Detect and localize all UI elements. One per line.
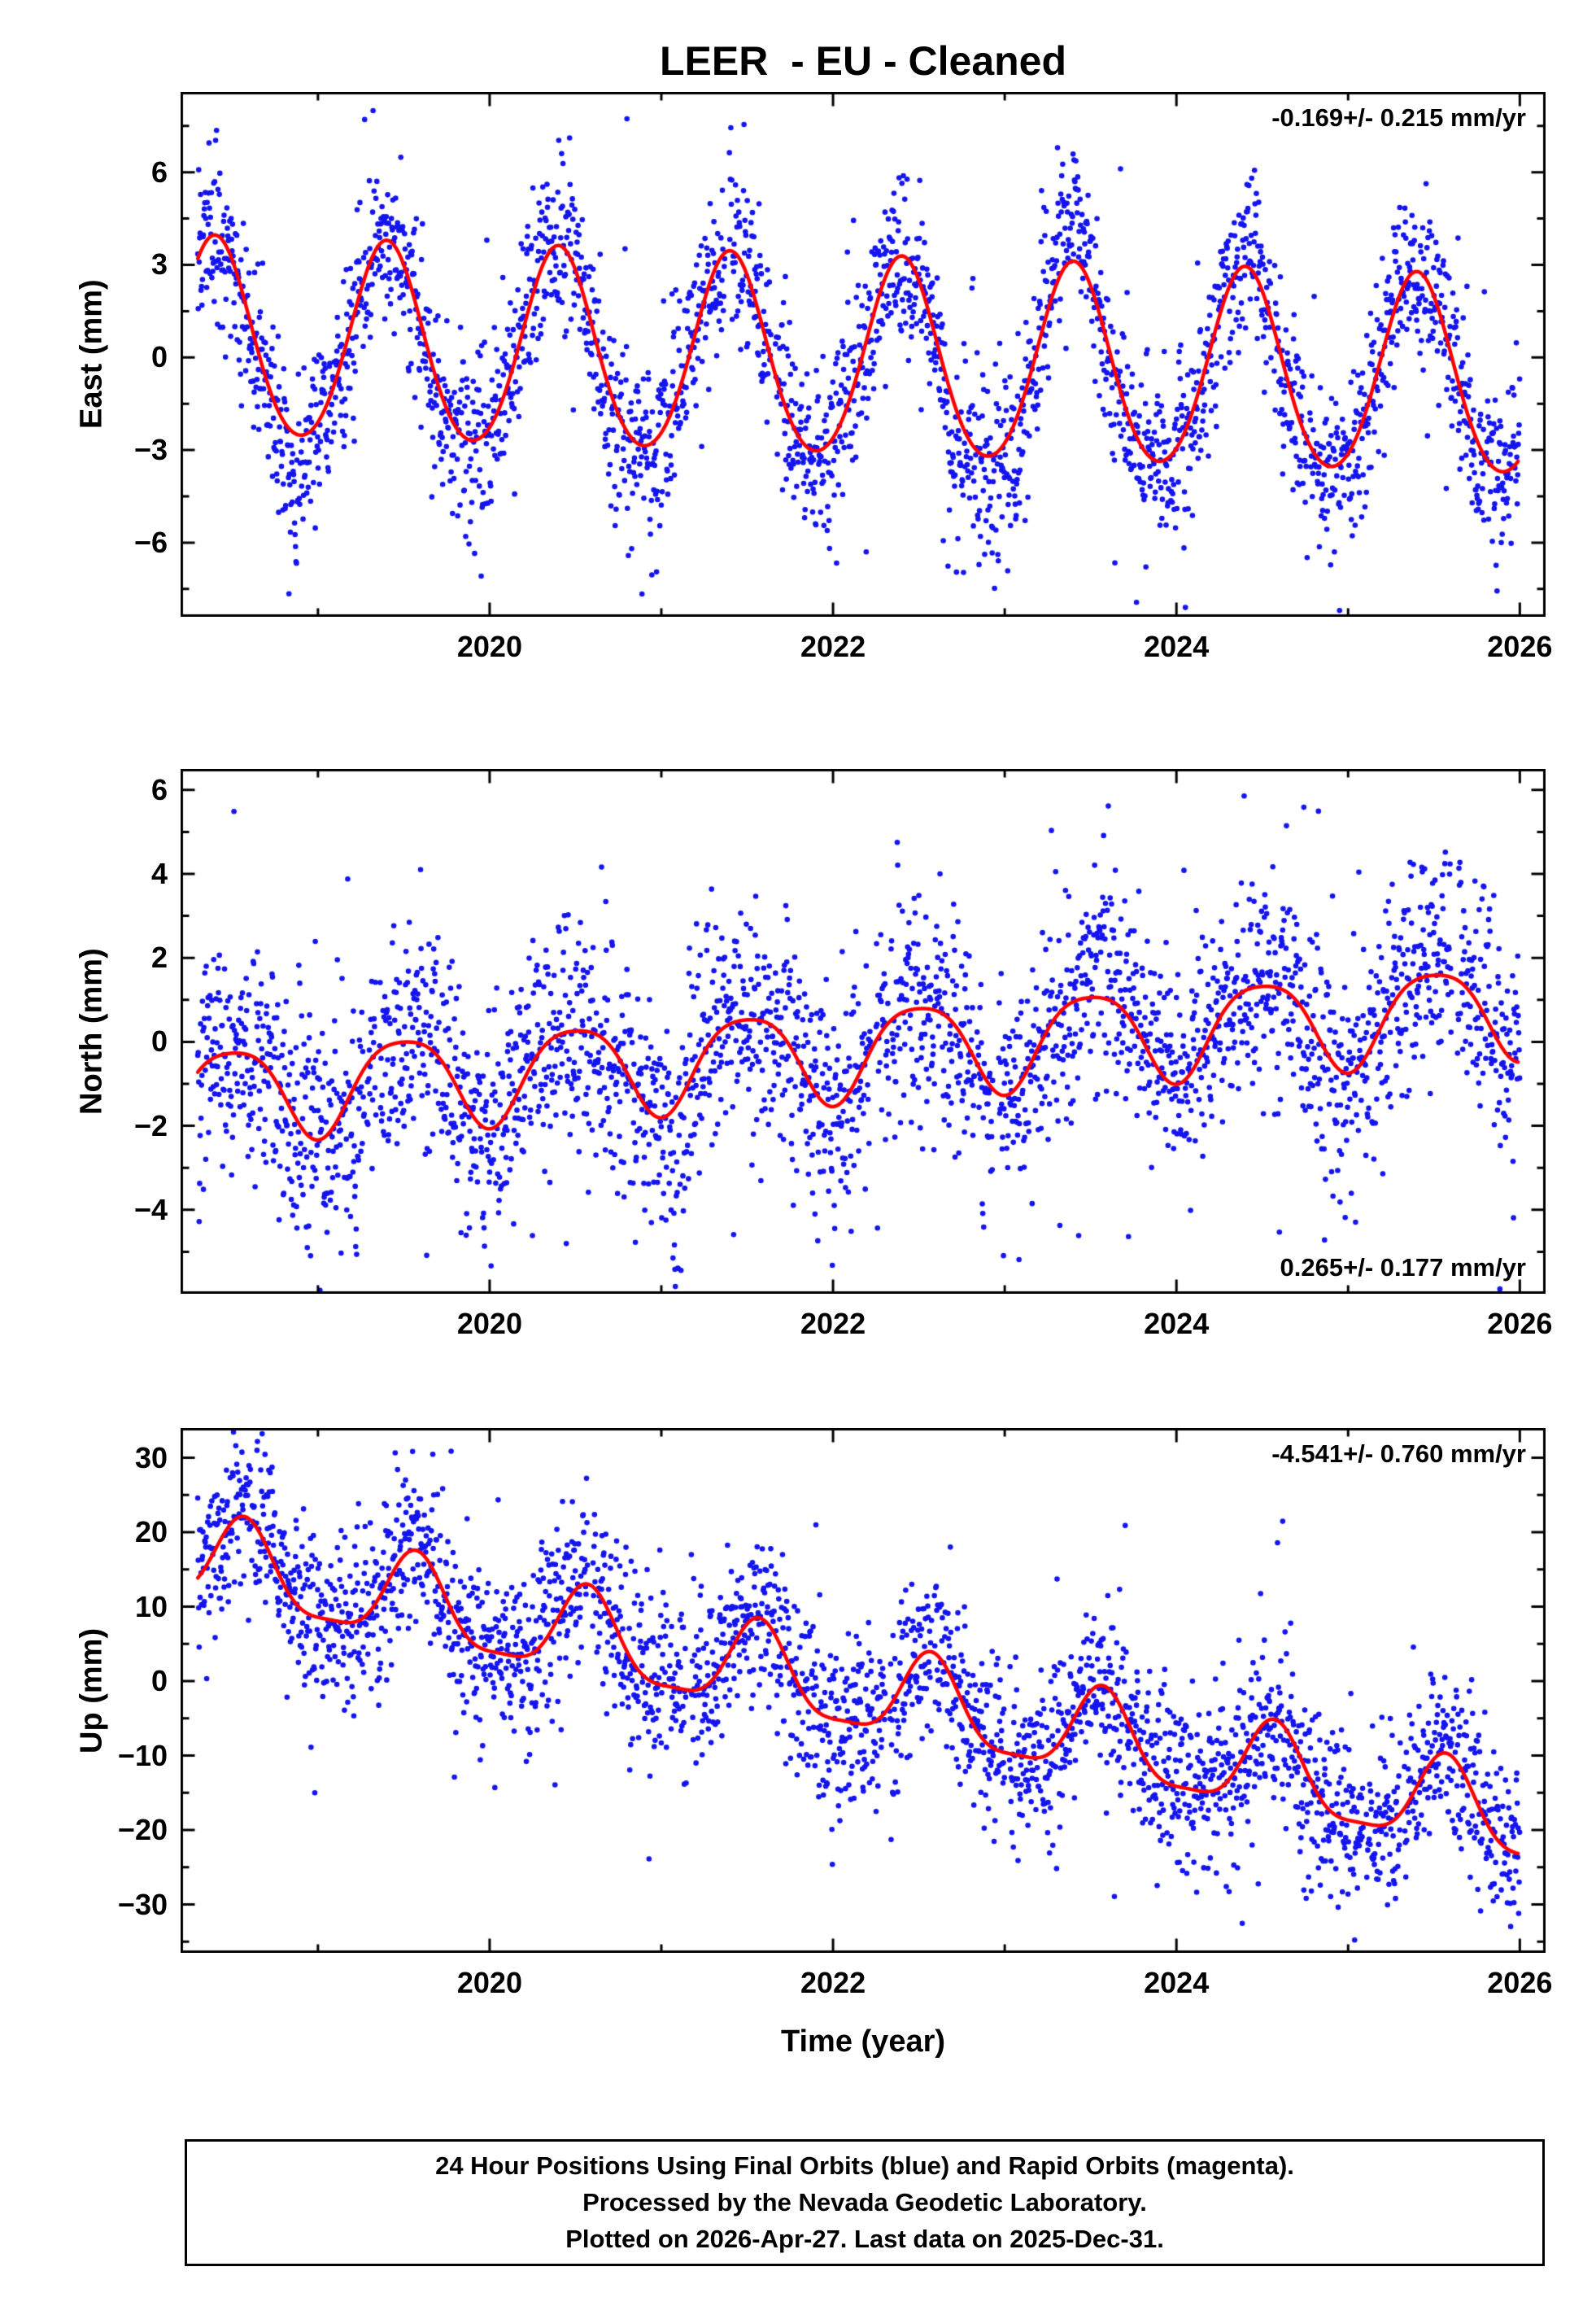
y-tick-label: 0 [150,1024,168,1059]
footer-line-1: 24 Hour Positions Using Final Orbits (bl… [435,2151,1294,2180]
panel-up: Up (mm) -4.541+/- 0.760 mm/yr −30 −20 −10 0… [75,1428,1552,1999]
north-rate-annotation: 0.265+/- 0.177 mm/yr [1280,1253,1526,1282]
x-tick-label: 2026 [1487,1307,1553,1340]
y-tick-label: 20 [134,1515,168,1549]
y-tick-label: 2 [150,941,168,975]
y-tick-label: 6 [150,155,168,189]
up-axis-label: Up (mm) [74,1627,109,1754]
y-tick-label: 0 [150,1664,168,1698]
east-axis-label: East (mm) [74,279,109,430]
panel-north: North (mm) 0.265+/- 0.177 mm/yr −4 −2 0 2 4 6… [75,769,1552,1340]
footer-line-2: Processed by the Nevada Geodetic Laborat… [582,2188,1147,2216]
x-tick-label: 2024 [1144,630,1210,663]
x-tick-label: 2024 [1144,1966,1210,1999]
north-axis-label: North (mm) [74,948,109,1115]
x-axis-title: Time (year) [780,2024,946,2059]
x-tick-label: 2026 [1487,1966,1553,1999]
y-tick-label: −2 [133,1108,168,1142]
y-tick-label: 6 [150,772,168,806]
up-plot-canvas [181,1428,1546,1953]
y-tick-label: −3 [133,433,168,467]
x-tick-label: 2026 [1487,630,1553,663]
north-plot-canvas [181,769,1546,1294]
y-tick-label: 30 [134,1440,168,1474]
x-tick-label: 2020 [456,630,522,663]
x-tick-label: 2020 [456,1966,522,1999]
up-rate-annotation: -4.541+/- 0.760 mm/yr [1271,1439,1526,1468]
chart-title: LEER - EU - Cleaned [659,38,1067,84]
x-tick-label: 2024 [1144,1307,1210,1340]
y-tick-label: −6 [133,525,168,559]
y-tick-label: −10 [117,1738,168,1772]
x-tick-label: 2022 [800,1966,866,1999]
east-rate-annotation: -0.169+/- 0.215 mm/yr [1271,103,1526,132]
y-tick-label: 4 [150,857,168,890]
x-tick-label: 2020 [456,1307,522,1340]
x-tick-label: 2022 [800,1307,866,1340]
y-tick-label: 0 [150,340,168,374]
y-tick-label: −30 [117,1887,168,1921]
y-tick-label: −4 [133,1192,168,1226]
y-tick-label: −20 [117,1813,168,1847]
panel-east: East (mm) -0.169+/- 0.215 mm/yr −6 −3 0 3 6 2… [75,92,1552,663]
footer-line-3: Plotted on 2026-Apr-27. Last data on 202… [565,2225,1164,2253]
footer-box: 24 Hour Positions Using Final Orbits (bl… [185,2139,1545,2266]
y-tick-label: 10 [134,1589,168,1623]
y-tick-label: 3 [150,247,168,282]
x-tick-label: 2022 [800,630,866,663]
east-plot-canvas [181,92,1546,617]
